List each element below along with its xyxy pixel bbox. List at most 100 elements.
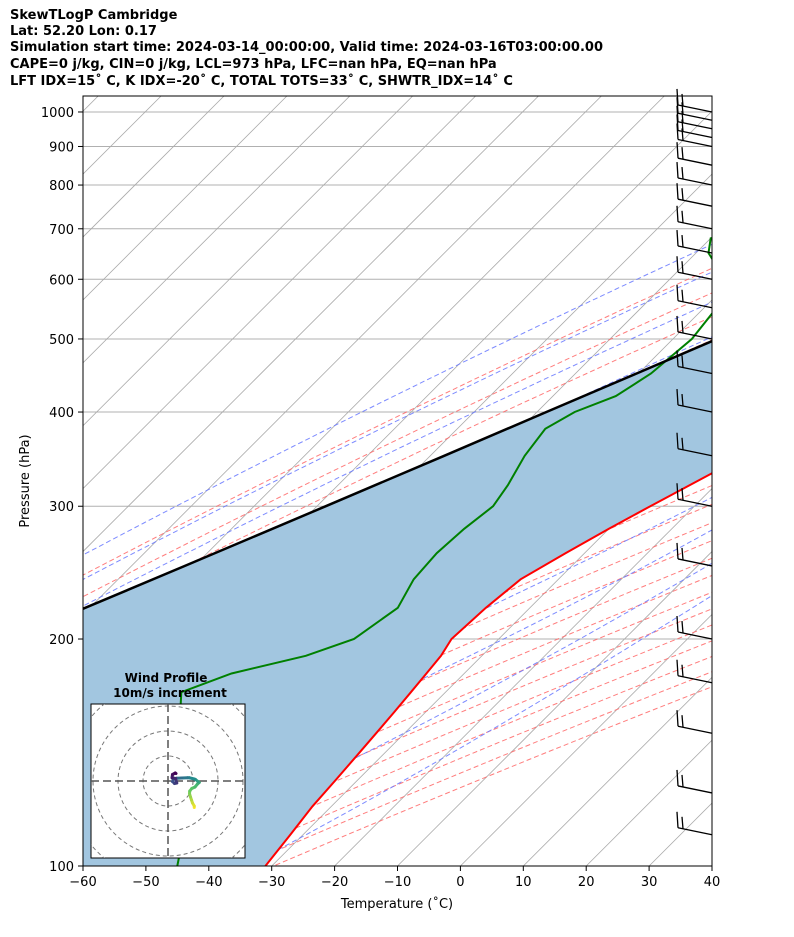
wind-barb-shaft [677,558,713,567]
isotherm-line [711,865,712,866]
wind-barb-shaft [677,104,713,113]
wind-barb-flag [676,123,679,140]
wind-barb-shaft [677,675,713,684]
wind-barb-shaft [677,198,713,207]
wind-barb-flag [681,547,684,560]
dry-adiabat [83,292,712,598]
y-tick-label: 300 [49,500,74,515]
wind-barb-flag [681,816,684,829]
isotherm-line [83,96,665,678]
wind-barb-flag [676,142,679,159]
wind-barb-shaft [677,725,713,734]
wind-barb-flag [681,119,684,132]
hodograph-trace [170,771,201,809]
wind-barb-shaft [677,121,713,130]
wind-barb-flag [681,437,684,450]
y-tick-label: 600 [49,273,74,288]
wind-barb-flag [676,432,679,449]
wind-barb-shaft [677,245,713,254]
wind-barb-flag [676,615,679,633]
wind-barb-shaft [677,498,713,507]
isotherm-line [83,96,413,427]
x-tick-label: −40 [195,875,222,890]
isotherm-line [460,613,712,866]
wind-barb-shaft [677,785,713,794]
y-tick-label: 400 [49,406,74,421]
wind-barb-flag [676,350,679,367]
y-tick-label: 800 [49,179,74,194]
header-line-3: Simulation start time: 2024-03-14_00:00:… [10,40,603,55]
dewpoint-line [176,236,712,866]
x-tick-label: 40 [704,875,721,890]
wind-barb-flag [681,110,684,123]
wind-barb-shaft [677,300,713,309]
y-axis-ticks: 1000 900 800 700 600 500 400 300 200 100 [41,106,83,875]
parcel-line [83,339,712,611]
wind-barb-flag [681,715,684,728]
wind-barb-shaft [677,177,713,186]
wind-barb-flag [676,483,679,500]
moist-adiabat [83,271,712,581]
hodograph-segment [173,771,178,775]
wind-barb-flag [676,769,679,786]
isotherm-line [83,96,225,238]
wind-barb-flag [681,289,684,302]
wind-barb-flag [681,234,684,248]
isotherm-line [523,676,712,866]
wind-barb-flag [676,162,679,179]
wind-barb-flag [676,659,679,676]
wind-barb-flag [676,205,679,222]
x-tick-label: −20 [321,875,348,890]
wind-barb-shaft [677,631,713,640]
y-tick-label: 500 [49,333,74,348]
header-line-2: Lat: 52.20 Lon: 0.17 [10,24,157,39]
x-axis-ticks: −60 −50 −40 −30 −20 −10 0 10 20 30 40 [69,866,720,890]
wind-barb-flag [676,315,679,333]
wind-barb-shaft [677,365,713,375]
wind-barb-shaft [677,112,713,121]
wind-barb-flag [681,128,684,141]
isotherm-line [334,488,712,866]
x-axis-label: Temperature (˚C) [340,896,453,912]
x-tick-label: −50 [132,875,159,890]
wind-barb-flag [676,811,679,828]
y-axis-label: Pressure (hPa) [18,434,33,527]
moist-adiabat [83,496,712,799]
header-line-4: CAPE=0 j/kg, CIN=0 j/kg, LCL=973 hPa, LF… [10,57,497,72]
wind-barb-shaft [677,138,713,148]
hodograph-rings [91,704,245,858]
wind-barb-shaft [677,271,713,280]
y-tick-label: 200 [49,633,74,648]
isotherm-line [397,550,712,866]
y-tick-label: 100 [49,860,74,875]
x-tick-label: −30 [258,875,285,890]
wind-barb-flag [676,284,679,301]
wind-barb-flag [681,488,684,501]
header-line-5: LFT IDX=15˚ C, K IDX=-20˚ C, TOTAL TOTS=… [10,74,513,89]
x-tick-label: −10 [384,875,411,890]
wind-barb-flag [681,664,684,677]
wind-barb-shaft [677,827,713,836]
wind-barb-flag [681,774,684,787]
header-line-1: SkewTLogP Cambridge [10,8,178,23]
dry-adiabat [83,267,712,576]
wind-barb-flag [676,230,679,247]
x-tick-label: −60 [69,875,96,890]
y-tick-label: 1000 [41,106,74,121]
hodograph-title: Wind Profile [125,671,208,685]
isotherm-line [83,96,539,553]
profile-lines [83,236,712,866]
isotherm-line [83,96,476,490]
temperature-line [264,472,712,866]
wind-barbs [676,88,713,836]
wind-barb-flag [681,320,684,334]
wind-barb-flag [681,393,684,407]
wind-barb-flag [681,188,684,201]
wind-barb-flag [676,710,679,727]
wind-barb-flag [681,261,684,274]
isotherm-line [83,96,602,615]
wind-barb-flag [676,183,679,200]
x-tick-label: 20 [578,875,595,890]
wind-barb-shaft [677,221,713,230]
